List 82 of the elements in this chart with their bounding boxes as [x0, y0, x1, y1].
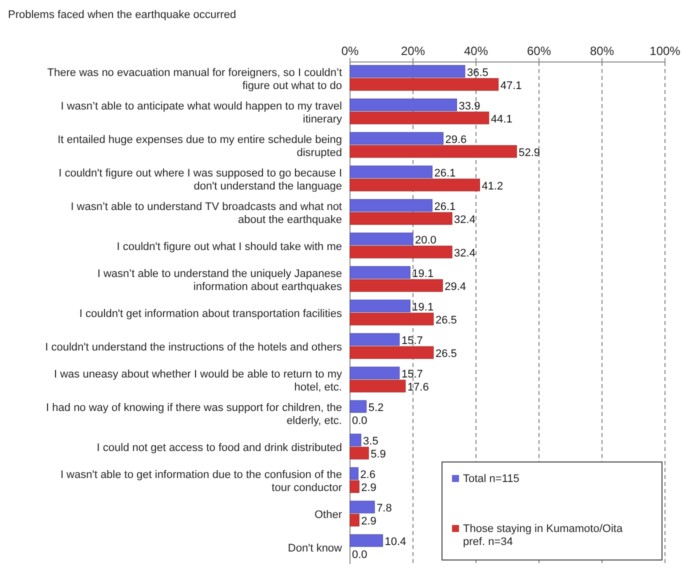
- y-tick-label: I wasn’t able to understand TV broadcasts and what not about the earthquake: [70, 200, 342, 226]
- data-label: 0.0: [352, 415, 368, 428]
- x-tick-label: 80%: [590, 44, 614, 58]
- data-label: 26.1: [434, 167, 456, 180]
- data-label: 47.1: [500, 80, 522, 92]
- data-label: 5.9: [370, 448, 386, 461]
- bar: [350, 232, 414, 246]
- data-label: 29.6: [445, 134, 467, 146]
- data-label: 52.9: [518, 146, 540, 159]
- y-tick-label: I wasn’t able to understand the uniquely Japanese information about earthquakes: [97, 268, 342, 293]
- data-label: 2.9: [361, 482, 376, 494]
- data-label: 15.7: [401, 334, 423, 347]
- bar: [350, 514, 360, 526]
- y-tick-label: There was no evacuation manual for foreigners, so I couldn’t figure out what to do: [47, 66, 342, 92]
- bar: [350, 145, 517, 158]
- bar: [350, 78, 499, 91]
- bar: [350, 380, 406, 392]
- bar: [350, 346, 434, 359]
- y-tick-label: I had no way of knowing if there was support for children, the elderly, etc.: [46, 402, 342, 428]
- y-tick-label: I couldn't get information about transportation facilities: [79, 308, 342, 320]
- data-label: 41.2: [482, 180, 504, 192]
- data-label: 7.8: [376, 502, 392, 515]
- bar: [350, 199, 432, 212]
- bar: [350, 480, 360, 493]
- data-label: 26.5: [435, 314, 457, 327]
- data-label: 19.1: [412, 301, 434, 314]
- y-tick-label: I could not get access to food and drink distributed: [96, 442, 342, 454]
- data-label: 19.1: [412, 268, 434, 280]
- bar: [350, 178, 480, 192]
- bar: [350, 279, 443, 292]
- legend-label: Those staying in Kumamoto/Oita pref. n=34: [463, 523, 624, 548]
- bar: [350, 212, 452, 225]
- bar: [350, 500, 375, 514]
- bar: [350, 446, 369, 460]
- data-label: 20.0: [415, 234, 436, 246]
- x-tick-label: 40%: [464, 44, 488, 58]
- bar: [350, 333, 400, 346]
- bar: [350, 246, 452, 258]
- bar: [350, 534, 384, 547]
- x-tick-label: 20%: [400, 44, 426, 58]
- bar: [350, 266, 410, 279]
- y-tick-label: Don't know: [288, 542, 342, 555]
- y-tick-label: I couldn't figure out where I was supposed to go because I don't understand the language: [58, 167, 342, 192]
- bar: [350, 98, 458, 112]
- y-tick-label: I couldn't figure out what I should take with me: [116, 240, 342, 253]
- data-label: 3.5: [363, 436, 378, 448]
- data-label: 32.4: [454, 214, 476, 226]
- data-label: 2.6: [360, 469, 376, 482]
- y-tick-label: It entailed huge expenses due to my entire schedule being disrupted: [58, 134, 342, 159]
- bar: [350, 300, 410, 312]
- data-label: 15.7: [401, 368, 423, 380]
- data-label: 5.2: [368, 402, 384, 414]
- bar: [350, 366, 400, 380]
- bar: [350, 112, 490, 124]
- bar: [350, 312, 434, 326]
- y-tick-label: I wasn't able to get information due to the confusion of the tour conductor: [60, 469, 342, 494]
- bar: [350, 132, 444, 145]
- y-tick-label: I wasn’t able to anticipate what would happen to my travel itinerary: [60, 100, 342, 126]
- data-label: 0.0: [352, 549, 368, 562]
- y-tick-label: I was uneasy about whether I would be able to return to my hotel, etc.: [54, 368, 342, 394]
- data-label: 44.1: [490, 113, 512, 126]
- legend-label: Total n=115: [463, 473, 520, 485]
- data-label: 17.6: [407, 382, 429, 394]
- data-label: 32.4: [454, 248, 476, 260]
- bar: [350, 166, 432, 178]
- bar: [350, 65, 466, 78]
- text: Problems faced when the earthquake occurred: [8, 9, 236, 21]
- data-label: 26.5: [435, 348, 457, 360]
- bar: [350, 434, 362, 446]
- x-tick-label: 60%: [526, 44, 552, 58]
- x-tick-label: 0%: [341, 44, 359, 58]
- data-label: 26.1: [434, 200, 456, 213]
- data-label: 36.5: [466, 66, 488, 79]
- y-tick-label: Other: [314, 509, 342, 522]
- bar: [350, 467, 358, 480]
- data-label: 2.9: [361, 516, 376, 528]
- x-tick-label: 100%: [650, 44, 681, 58]
- data-label: 33.9: [458, 100, 480, 112]
- y-tick-label: I couldn't understand the instructions of the hotels and others: [45, 342, 342, 354]
- data-label: 10.4: [384, 536, 406, 548]
- data-label: 29.4: [444, 281, 466, 294]
- bar: [350, 400, 367, 413]
